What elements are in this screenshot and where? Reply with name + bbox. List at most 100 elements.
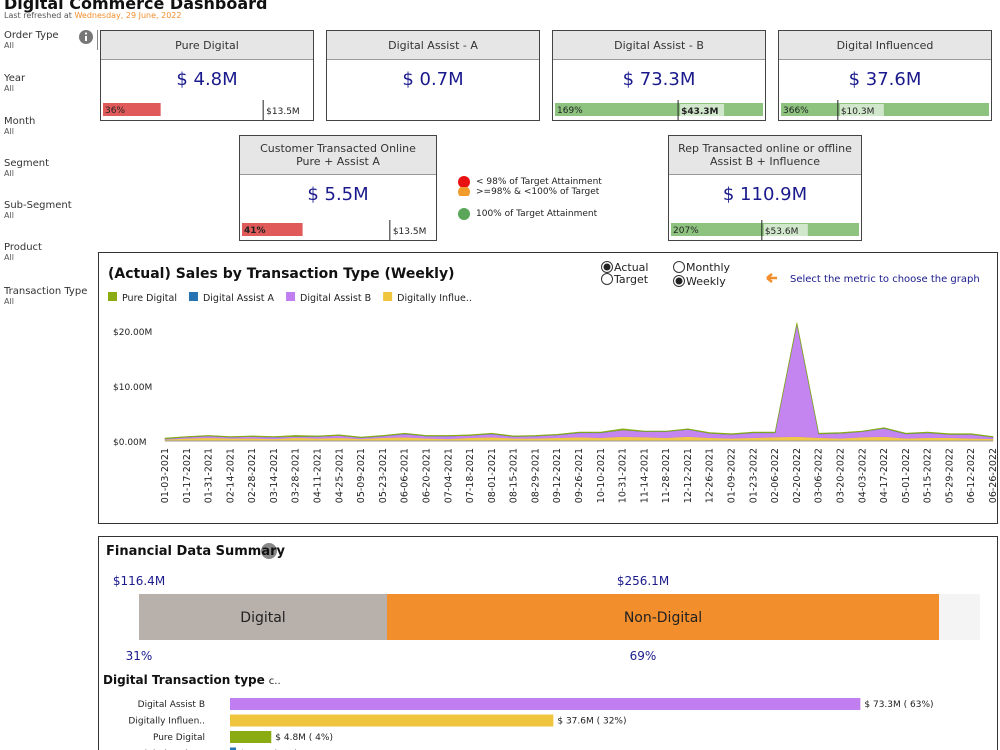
card-title: Rep Transacted online or offline	[678, 142, 852, 155]
card-header: Rep Transacted online or offline Assist B…	[669, 136, 861, 175]
legend-swatch	[108, 292, 117, 301]
card-title: Pure + Assist A	[296, 155, 380, 168]
filter[interactable]: Order Type All	[4, 30, 59, 50]
bar-value-label: $ 73.3M ( 63%)	[864, 700, 933, 710]
section-title: Digital Transaction type	[103, 673, 265, 687]
attainment-fill	[242, 223, 303, 236]
radio-option[interactable]: Actual	[601, 261, 649, 274]
x-tick-label: 08-01-2021	[487, 448, 498, 503]
x-tick-label: 02-28-2021	[247, 448, 258, 503]
filter[interactable]: Month All	[4, 116, 35, 136]
card-value: $ 73.3M	[622, 69, 696, 90]
bar-value-label: $ 4.8M ( 4%)	[275, 733, 333, 743]
filter-value: All	[4, 127, 14, 136]
info-icon[interactable]	[261, 543, 277, 559]
y-tick-label: $10.00M	[113, 383, 152, 393]
x-tick-label: 05-29-2022	[944, 448, 955, 503]
refresh-date: Wednesday, 29 June, 2022	[74, 11, 182, 20]
share-bar	[387, 594, 939, 640]
area	[164, 323, 994, 440]
radio-option[interactable]: Monthly	[673, 261, 731, 274]
segment-share: 31%	[126, 649, 153, 663]
attainment-label: 36%	[105, 106, 125, 116]
legend-label: Digitally Influe..	[397, 293, 472, 304]
x-tick-label: 12-26-2021	[705, 448, 716, 503]
page-title: Digital Commerce Dashboard	[4, 0, 268, 13]
legend-label: >=98% & <100% of Target	[476, 187, 600, 196]
legend-dot	[458, 176, 470, 188]
radio-option[interactable]: Weekly	[673, 275, 727, 288]
financial-panel	[98, 536, 998, 750]
bar	[230, 698, 861, 710]
filter-value: All	[4, 297, 14, 306]
bar	[230, 731, 272, 743]
filter[interactable]: Transaction Type All	[4, 286, 87, 306]
card-value: $ 37.6M	[848, 69, 922, 90]
target-label: $10.3M	[841, 107, 875, 117]
radio-option[interactable]: Target	[601, 273, 649, 286]
attainment-fill	[781, 103, 989, 116]
card-value: $ 110.9M	[722, 184, 808, 205]
info-icon[interactable]	[78, 29, 94, 45]
chart-title: (Actual) Sales by Transaction Type (Week…	[108, 266, 455, 282]
segment-name: Non-Digital	[624, 610, 702, 626]
filter-label: Segment	[4, 158, 49, 169]
x-tick-label: 05-01-2022	[901, 448, 912, 503]
section-title-suffix: c..	[269, 676, 281, 687]
card-value: $ 0.7M	[402, 69, 464, 90]
radio-label: Target	[613, 273, 649, 286]
separator	[97, 30, 98, 50]
filter[interactable]: Segment All	[4, 158, 49, 178]
radio	[673, 261, 685, 273]
x-tick-label: 11-28-2021	[661, 448, 672, 503]
kpi-card: Pure Digital $ 4.8M 36% $13.5M	[100, 30, 314, 121]
filter[interactable]: Year All	[4, 73, 25, 93]
x-tick-label: 09-12-2021	[552, 448, 563, 503]
attainment-label: 207%	[673, 226, 699, 236]
radio-label: Actual	[614, 261, 648, 274]
kpi-card: Digital Assist - B $ 73.3M 169% $43.3M	[552, 30, 766, 121]
card-title: Assist B + Influence	[709, 155, 820, 168]
radio-dot	[675, 277, 683, 285]
x-tick-label: 04-03-2022	[857, 448, 868, 503]
bar-category: Pure Digital	[153, 733, 205, 743]
section-title: Financial Data Summary	[106, 544, 286, 559]
filter-label: Transaction Type	[4, 286, 88, 297]
target-label: $53.6M	[765, 227, 799, 237]
target-label: $43.3M	[681, 107, 718, 117]
target-bg	[391, 224, 436, 236]
radio-label: Monthly	[686, 261, 731, 274]
target-bg	[839, 104, 884, 116]
card-header: Digital Assist - A	[327, 31, 539, 60]
legend-swatch	[383, 292, 393, 301]
x-tick-label: 08-15-2021	[509, 448, 520, 503]
x-tick-label: 02-06-2022	[770, 448, 781, 503]
kpi-card: Digital Assist - A $ 0.7M	[326, 30, 540, 121]
card-header: Pure Digital	[101, 31, 313, 60]
legend-label: Digital Assist B	[300, 293, 371, 304]
card-title: Customer Transacted Online	[260, 142, 416, 155]
refresh-label: Last refreshed at	[4, 11, 72, 20]
filter-value: All	[4, 253, 14, 262]
attainment-bar: 207% $53.6M	[671, 220, 859, 240]
hint: Select the metric to choose the graph	[790, 274, 980, 285]
legend-item: >=98% & <100% of Target	[458, 187, 599, 196]
kpi-card: Digital Influenced $ 37.6M 366% $10.3M	[778, 30, 992, 121]
filter-label: Month	[4, 116, 36, 127]
filter[interactable]: Product All	[4, 242, 42, 262]
filter[interactable]: Sub-Segment All	[4, 200, 72, 220]
x-tick-label: 06-12-2022	[966, 448, 977, 503]
attainment-label: 41%	[244, 226, 266, 236]
bar-remainder	[938, 594, 980, 640]
segment-name: Digital	[240, 610, 285, 626]
refresh-line: Last refreshed at Wednesday, 29 June, 20…	[4, 11, 181, 20]
radio	[601, 273, 613, 285]
legend-dot	[458, 208, 470, 220]
filter-label: Order Type	[4, 30, 59, 41]
x-tick-label: 12-12-2021	[683, 448, 694, 503]
x-tick-label: 04-11-2021	[313, 448, 324, 503]
segment-share: 69%	[630, 649, 657, 663]
kpi-card: Customer Transacted Online Pure + Assist …	[239, 135, 437, 241]
y-tick-label: $0.00M	[113, 438, 147, 448]
